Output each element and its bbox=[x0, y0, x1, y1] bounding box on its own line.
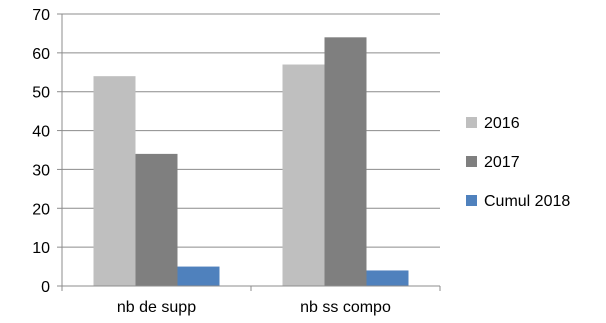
legend-label: Cumul 2018 bbox=[484, 193, 570, 210]
y-tick-label: 30 bbox=[32, 162, 50, 179]
x-axis-ticks: nb de supp nb ss compo bbox=[117, 299, 391, 316]
y-tick-label: 0 bbox=[41, 279, 50, 296]
y-tick-label: 40 bbox=[32, 124, 50, 141]
bar-cumul-2018-2 bbox=[366, 270, 409, 286]
y-tick-label: 20 bbox=[32, 201, 50, 218]
x-tick-label: nb ss compo bbox=[300, 299, 391, 316]
legend-swatch-cumul-2018 bbox=[466, 195, 477, 206]
legend-swatch-2016 bbox=[466, 117, 477, 128]
bars bbox=[93, 37, 409, 287]
y-tick-label: 60 bbox=[32, 46, 50, 63]
y-axis-ticks: 0 10 20 30 40 50 60 70 bbox=[32, 7, 50, 296]
bar-2016-1 bbox=[93, 76, 136, 287]
legend-swatch-2017 bbox=[466, 156, 477, 167]
y-tick-label: 70 bbox=[32, 7, 50, 24]
legend: 2016 2017 Cumul 2018 bbox=[466, 115, 570, 210]
bar-2017-2 bbox=[324, 37, 367, 286]
y-tick-label: 10 bbox=[32, 240, 50, 257]
axes bbox=[57, 13, 441, 291]
bar-2017-1 bbox=[135, 153, 178, 286]
legend-label: 2016 bbox=[484, 115, 520, 132]
x-tick-label: nb de supp bbox=[117, 299, 196, 316]
y-tick-label: 50 bbox=[32, 85, 50, 102]
bar-cumul-2018-1 bbox=[177, 266, 220, 286]
bar-2016-2 bbox=[282, 64, 325, 286]
legend-label: 2017 bbox=[484, 154, 520, 171]
